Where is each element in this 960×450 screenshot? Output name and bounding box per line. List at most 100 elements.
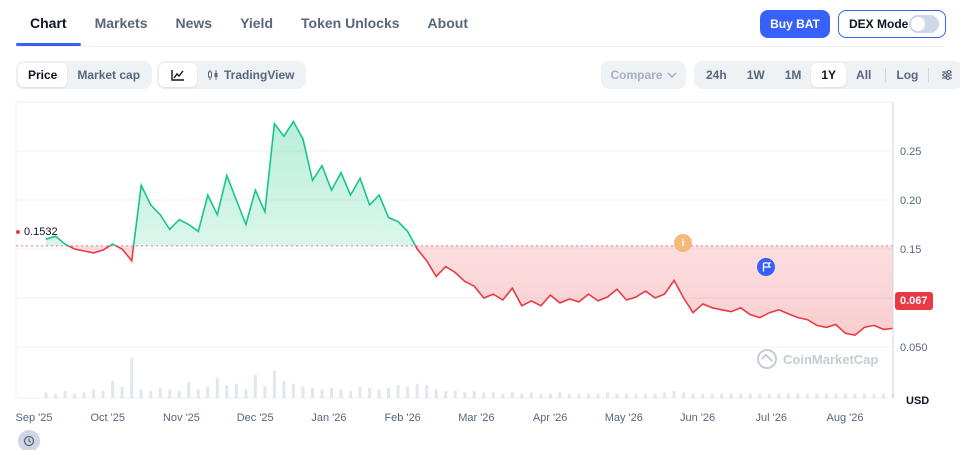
y-tick-label: 0.25 [900, 146, 921, 158]
volume-bar [691, 393, 695, 398]
volume-bar [225, 385, 229, 398]
volume-bar [92, 389, 96, 398]
range-1y-button[interactable]: 1Y [811, 63, 847, 87]
x-tick-label: Oct '25 [90, 412, 125, 424]
price-line-up [45, 120, 417, 246]
volume-bar [767, 393, 771, 398]
tab-markets[interactable]: Markets [94, 15, 148, 31]
volume-bar [415, 383, 419, 398]
volume-bar [320, 389, 324, 398]
tab-chart[interactable]: Chart [16, 0, 81, 46]
volume-bar [482, 392, 486, 398]
info-event-marker[interactable]: i [674, 234, 692, 252]
volume-bar [862, 393, 866, 398]
volume-bar [63, 390, 67, 398]
volume-bar [301, 386, 305, 398]
volume-bar [748, 393, 752, 398]
flag-event-marker[interactable] [757, 258, 775, 276]
baseline-dot [16, 230, 20, 234]
volume-bar [310, 388, 314, 398]
metric-price-button[interactable]: Price [18, 63, 68, 87]
tab-token-unlocks[interactable]: Token Unlocks [301, 15, 400, 31]
log-scale-button[interactable]: Log [896, 68, 919, 82]
x-tick-label: Dec '25 [237, 412, 274, 424]
tabs-divider [16, 46, 944, 47]
tab-about[interactable]: About [427, 15, 468, 31]
dex-mode-toggle[interactable]: DEX Mode [838, 10, 946, 38]
range-1w-button[interactable]: 1W [746, 68, 765, 82]
volume-bar [739, 393, 743, 398]
baseline-price-label: 0.1532 [16, 226, 58, 238]
volume-bar [111, 380, 115, 398]
volume-bar [834, 393, 838, 398]
volume-bar [196, 389, 200, 398]
y-tick-label: 0.050 [900, 342, 928, 354]
volume-bar [720, 393, 724, 398]
volume-bar [291, 383, 295, 398]
volume-bar [215, 378, 219, 398]
volume-bar [596, 393, 600, 398]
chevron-down-icon [666, 72, 677, 78]
price-line-down [66, 245, 894, 337]
chart-type-selector: TradingView [157, 61, 307, 89]
volume-bar [672, 390, 676, 398]
volume-bar [444, 390, 448, 398]
tab-news[interactable]: News [175, 15, 213, 31]
tradingview-label: TradingView [224, 68, 295, 82]
history-button[interactable] [18, 430, 40, 450]
currency-unit-label: USD [906, 395, 930, 407]
volume-bar [396, 385, 400, 398]
volume-bar [881, 393, 885, 398]
chart-settings-button[interactable] [933, 63, 960, 87]
volume-bar [510, 392, 514, 398]
dex-mode-label: DEX Mode [849, 17, 909, 31]
x-tick-label: Nov '25 [163, 412, 200, 424]
buy-bat-button[interactable]: Buy BAT [760, 10, 830, 38]
line-chart-icon [171, 70, 184, 81]
volume-bar [644, 393, 648, 398]
dex-toggle-switch[interactable] [909, 15, 939, 33]
volume-bar [625, 393, 629, 398]
history-clock-icon [23, 435, 35, 447]
volume-bar [815, 393, 819, 398]
range-all-button[interactable]: All [856, 68, 872, 82]
volume-bar [558, 392, 562, 398]
volume-bar [520, 393, 524, 398]
volume-bar [272, 370, 276, 398]
x-tick-label: Sep '25 [16, 412, 53, 424]
x-tick-label: Aug '26 [827, 412, 864, 424]
volume-bar [54, 393, 58, 398]
range-separator [885, 68, 887, 82]
volume-bar [872, 393, 876, 398]
area-fill-down [46, 245, 893, 336]
volume-bar [206, 386, 210, 398]
volume-bar [634, 393, 638, 398]
volume-bar [234, 383, 238, 398]
compare-dropdown[interactable]: Compare [601, 61, 686, 89]
volume-bar [44, 392, 48, 398]
volume-bar [244, 389, 248, 398]
range-1m-button[interactable]: 1M [784, 68, 802, 82]
range-24h-button[interactable]: 24h [706, 68, 727, 82]
coinmarketcap-logo-icon [757, 349, 777, 369]
metric-market-cap-button[interactable]: Market cap [77, 68, 141, 82]
volume-bar [539, 393, 543, 398]
volume-bar [339, 389, 343, 398]
x-tick-label: Mar '26 [458, 412, 494, 424]
current-price-label: 0.067 [895, 292, 933, 310]
tradingview-button[interactable]: TradingView [197, 63, 304, 87]
tab-yield[interactable]: Yield [240, 15, 273, 31]
line-chart-button[interactable] [159, 63, 197, 87]
volume-bar [758, 393, 762, 398]
volume-bar [139, 389, 143, 398]
volume-bar [158, 388, 162, 398]
volume-bar [463, 392, 467, 398]
volume-bar [149, 390, 153, 398]
volume-bar [263, 386, 267, 398]
volume-bar [434, 389, 438, 398]
volume-bar [663, 392, 667, 398]
volume-bar [82, 392, 86, 398]
volume-bar [824, 393, 828, 398]
